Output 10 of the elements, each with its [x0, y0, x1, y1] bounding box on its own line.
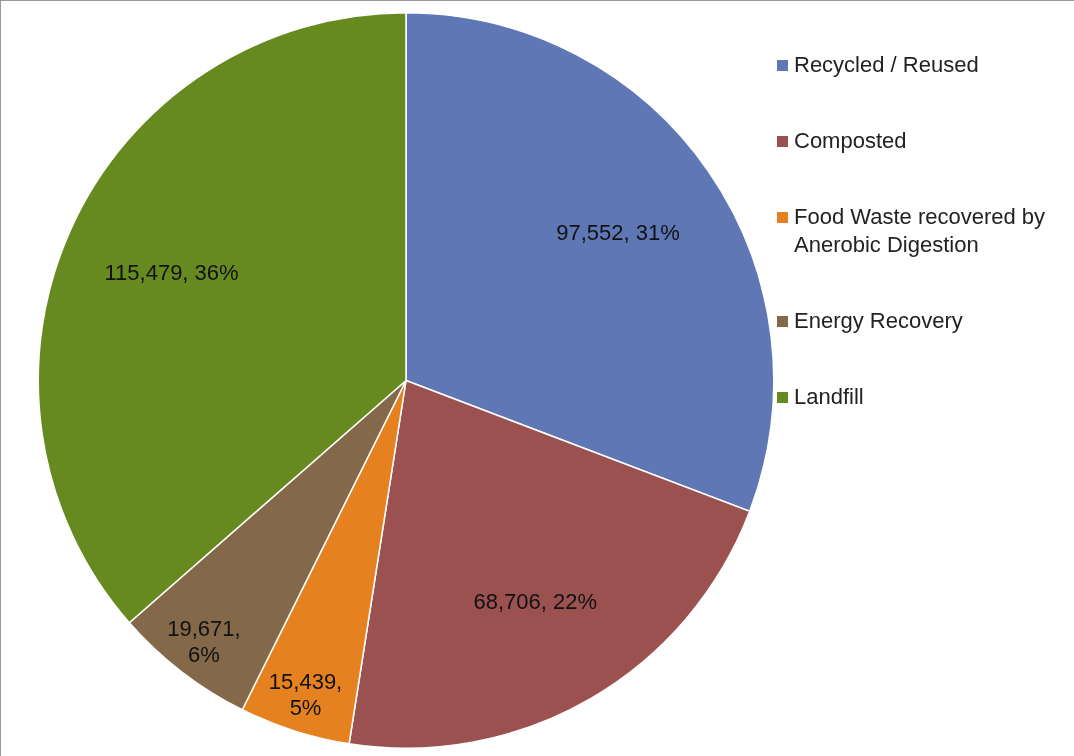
data-label: 97,552, 31% — [556, 220, 680, 246]
legend-label: Composted — [794, 127, 907, 155]
legend-label: Energy Recovery — [794, 307, 963, 335]
data-label: 19,671, 6% — [167, 615, 241, 667]
data-label: 115,479, 36% — [104, 260, 239, 286]
data-label: 15,439, 5% — [268, 668, 343, 720]
legend-label: Recycled / Reused — [794, 51, 979, 79]
legend-label: Landfill — [794, 383, 864, 411]
legend-label: Food Waste recovered by Anerobic Digestion — [794, 203, 1047, 259]
data-label: 68,706, 22% — [473, 589, 597, 615]
